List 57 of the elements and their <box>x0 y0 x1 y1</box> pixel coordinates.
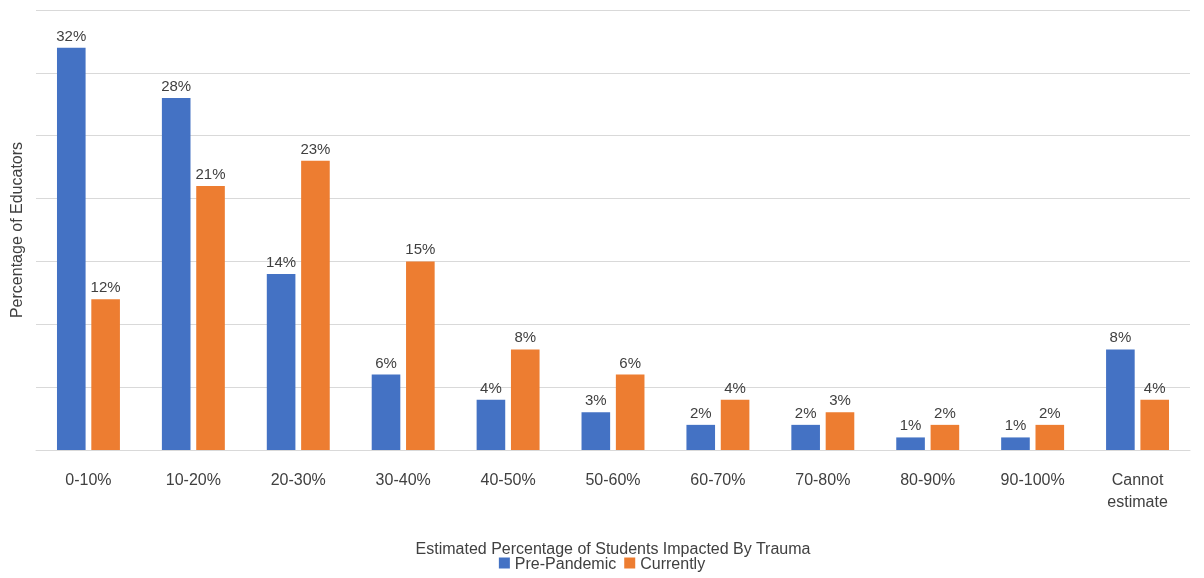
data-label: 2% <box>689 403 712 421</box>
bar <box>930 424 960 450</box>
bar <box>161 98 191 450</box>
x-tick-label: 40-50% <box>480 470 536 488</box>
x-tick-label: 30-40% <box>375 470 431 488</box>
x-tick-label: 0-10% <box>65 470 112 488</box>
bar <box>196 186 225 450</box>
bar <box>476 399 506 450</box>
data-label: 8% <box>1109 328 1132 346</box>
bar <box>266 274 296 450</box>
x-axis-title: Estimated Percentage of Students Impacted By Trauma <box>415 539 811 557</box>
bar <box>1140 399 1170 450</box>
x-tick-label: 80-90% <box>900 470 956 488</box>
data-label: 21% <box>195 165 226 182</box>
data-label: 4% <box>724 378 746 396</box>
data-label: 12% <box>90 278 121 296</box>
data-label: 3% <box>584 391 607 409</box>
data-label: 2% <box>934 403 956 421</box>
data-label: 32% <box>56 26 87 44</box>
bar <box>1035 424 1065 450</box>
bar <box>825 412 855 450</box>
x-tick-label: 10-20% <box>165 470 221 488</box>
bar <box>56 47 86 450</box>
data-label: 3% <box>829 391 851 409</box>
data-label: 1% <box>899 416 922 434</box>
bar <box>91 299 120 450</box>
bar <box>615 374 645 450</box>
bar <box>720 399 750 450</box>
x-tick-label: 50-60% <box>585 470 641 488</box>
x-tick-label: 70-80% <box>795 470 851 488</box>
bar <box>1001 437 1030 450</box>
x-tick-label: 90-100% <box>1000 470 1065 488</box>
data-label: 15% <box>405 240 436 258</box>
data-label: 14% <box>266 253 297 270</box>
bar <box>896 437 925 450</box>
x-tick-label: 60-70% <box>690 470 746 488</box>
data-label: 1% <box>1004 416 1027 434</box>
bar <box>1106 349 1135 450</box>
bar <box>581 412 611 450</box>
data-label: 2% <box>1038 403 1061 421</box>
x-tick-label: Cannot estimate <box>1107 470 1168 510</box>
bar <box>791 424 820 450</box>
data-label: 4% <box>1143 378 1166 396</box>
bar <box>371 374 401 450</box>
bar <box>686 424 716 450</box>
data-label: 6% <box>619 353 642 371</box>
data-label: 2% <box>794 403 817 421</box>
data-label: 28% <box>161 77 192 94</box>
data-label: 4% <box>480 378 502 396</box>
bar <box>406 261 435 450</box>
y-axis-title: Percentage of Educators <box>7 141 25 319</box>
x-tick-label: 20-30% <box>270 470 326 488</box>
data-label: 8% <box>514 328 537 346</box>
bar <box>510 349 540 450</box>
data-label: 6% <box>375 353 397 371</box>
data-label: 23% <box>300 139 331 157</box>
bar <box>301 160 330 450</box>
